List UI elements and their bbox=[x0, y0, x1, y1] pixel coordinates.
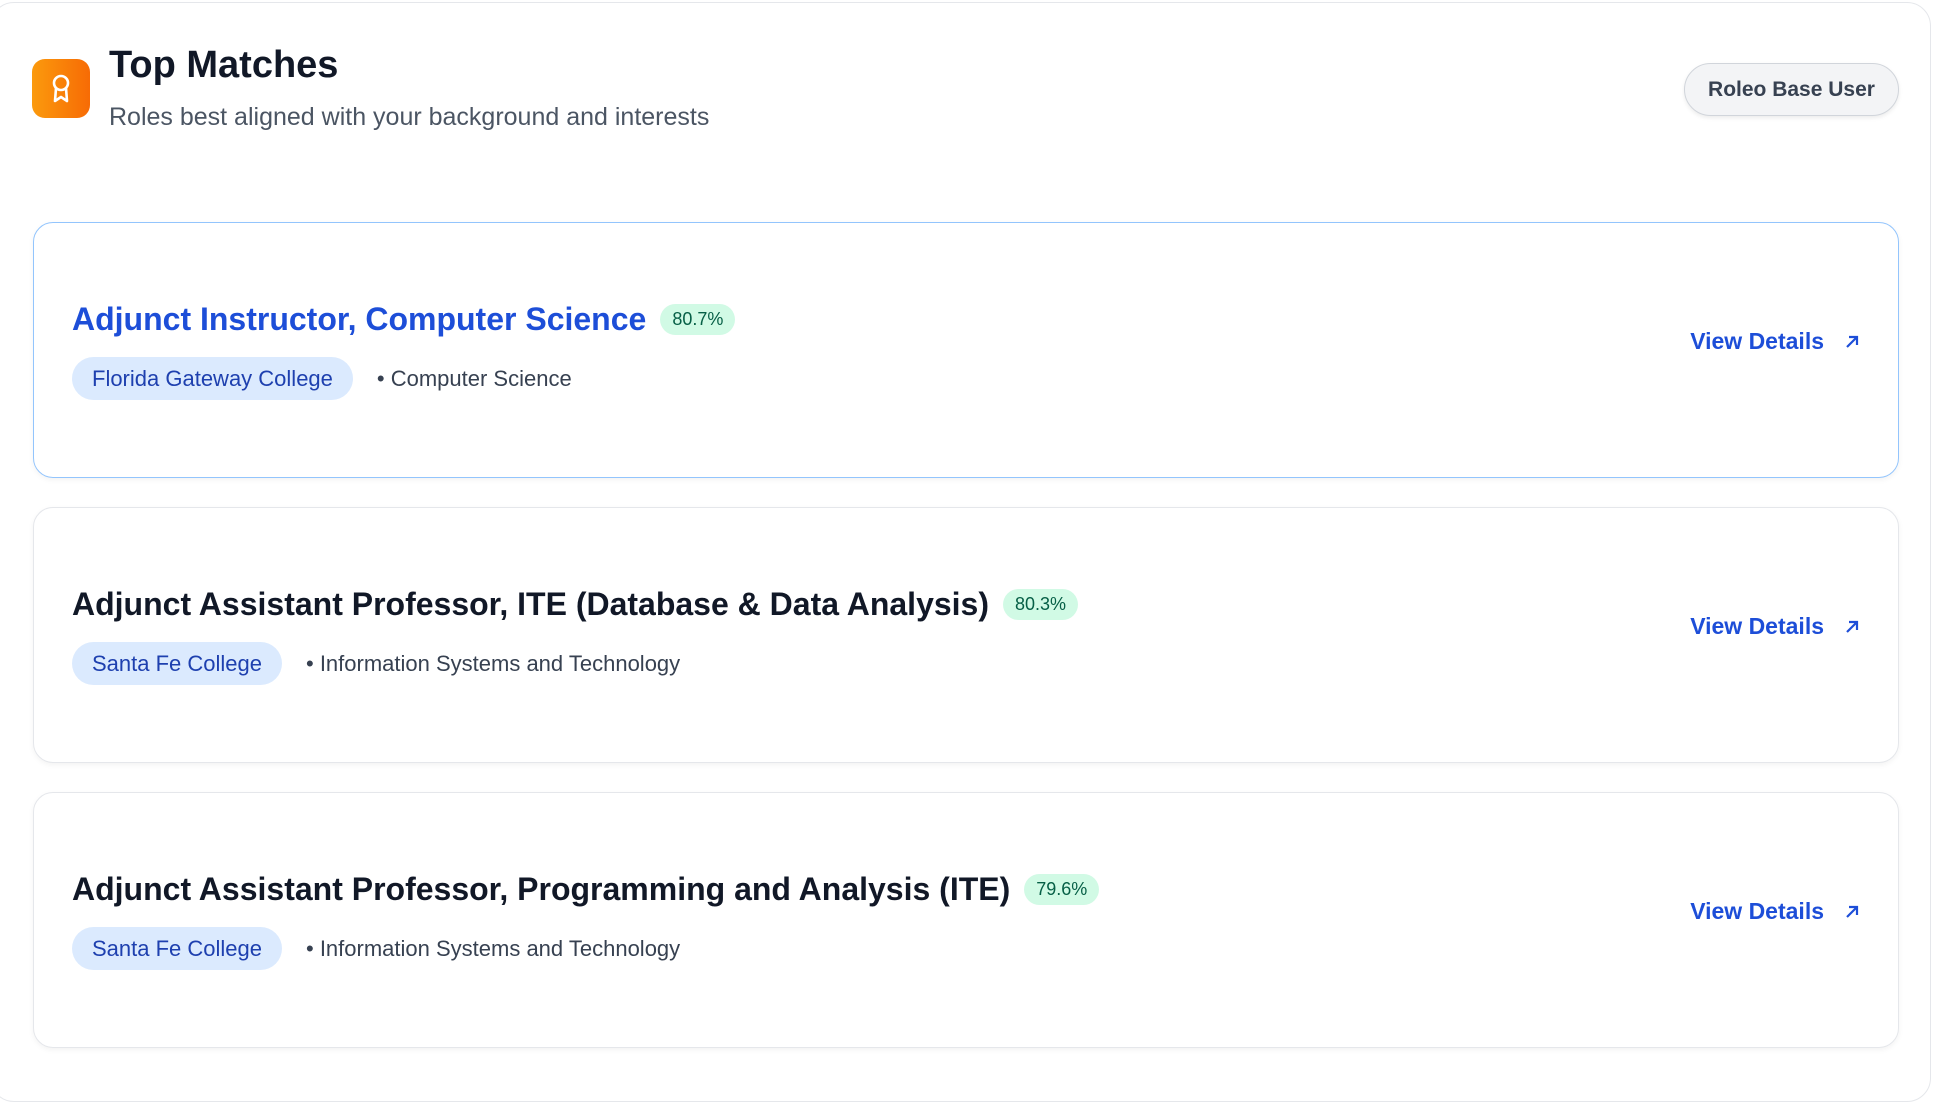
match-card[interactable]: Adjunct Assistant Professor, ITE (Databa… bbox=[33, 507, 1899, 763]
view-details-link[interactable]: View Details bbox=[1690, 328, 1860, 355]
arrow-up-right-icon bbox=[1846, 905, 1859, 918]
organization-pill: Santa Fe College bbox=[72, 927, 282, 970]
view-details-label: View Details bbox=[1690, 898, 1824, 924]
page-subtitle: Roles best aligned with your background … bbox=[109, 103, 710, 131]
view-details-link[interactable]: View Details bbox=[1690, 613, 1860, 640]
department-label: • Computer Science bbox=[376, 365, 572, 391]
view-details-label: View Details bbox=[1690, 328, 1824, 354]
page-title: Top Matches bbox=[109, 44, 339, 86]
arrow-up-right-icon bbox=[1846, 335, 1859, 348]
organization-pill: Florida Gateway College bbox=[72, 357, 353, 400]
view-details-label: View Details bbox=[1690, 613, 1824, 639]
match-title[interactable]: Adjunct Assistant Professor, Programming… bbox=[72, 871, 1011, 907]
match-score-badge: 79.6% bbox=[1024, 874, 1100, 905]
match-score-badge: 80.3% bbox=[1003, 589, 1079, 620]
award-icon bbox=[32, 59, 90, 118]
user-badge[interactable]: Roleo Base User bbox=[1684, 63, 1899, 116]
organization-pill: Santa Fe College bbox=[72, 642, 282, 685]
match-title[interactable]: Adjunct Instructor, Computer Science bbox=[72, 301, 647, 337]
arrow-up-right-icon bbox=[1846, 620, 1859, 633]
department-label: • Information Systems and Technology bbox=[306, 650, 681, 676]
match-score-badge: 80.7% bbox=[660, 304, 736, 335]
match-card[interactable]: Adjunct Instructor, Computer Science 80.7… bbox=[33, 222, 1899, 478]
match-card[interactable]: Adjunct Assistant Professor, Programming… bbox=[33, 792, 1899, 1048]
view-details-link[interactable]: View Details bbox=[1690, 898, 1860, 925]
department-label: • Information Systems and Technology bbox=[306, 935, 681, 961]
match-title[interactable]: Adjunct Assistant Professor, ITE (Databa… bbox=[72, 586, 989, 622]
